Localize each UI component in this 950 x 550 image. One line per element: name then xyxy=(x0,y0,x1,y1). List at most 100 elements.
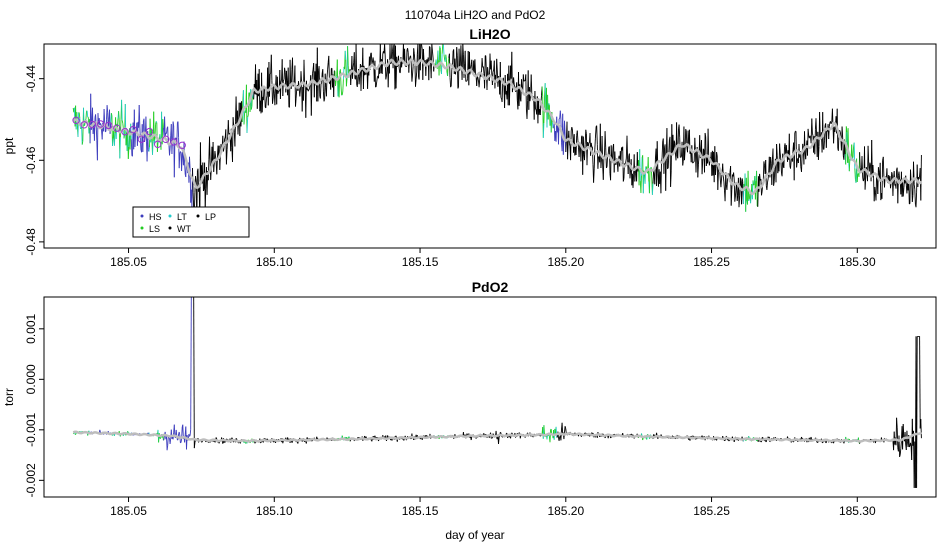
raw-segment xyxy=(352,62,355,68)
raw-segment xyxy=(594,138,596,150)
hs-markers xyxy=(72,116,186,150)
raw-segment xyxy=(209,136,211,161)
raw-segment xyxy=(908,445,911,448)
raw-segment xyxy=(99,429,101,433)
raw-segment xyxy=(113,132,116,146)
raw-segment xyxy=(450,85,452,88)
raw-segment xyxy=(507,436,509,439)
x-tick-label: 185.10 xyxy=(256,255,293,269)
raw-segment xyxy=(245,84,248,134)
raw-segment xyxy=(714,146,716,176)
raw-segment xyxy=(604,436,607,439)
hs-marker xyxy=(145,127,154,136)
raw-segment xyxy=(622,146,624,182)
raw-segment xyxy=(644,166,647,184)
raw-segment xyxy=(81,127,83,145)
raw-segment xyxy=(222,147,225,152)
raw-segment xyxy=(190,296,192,430)
raw-segment xyxy=(738,195,741,208)
raw-segment xyxy=(704,132,707,137)
raw-segment xyxy=(358,76,361,85)
raw-segment xyxy=(312,69,314,74)
raw-segment xyxy=(260,442,262,444)
raw-segment xyxy=(452,50,454,66)
raw-segment xyxy=(450,69,453,87)
raw-segment xyxy=(796,161,798,168)
raw-segment xyxy=(213,162,215,172)
raw-segment xyxy=(204,188,207,210)
raw-segment xyxy=(299,90,301,97)
panel-title: PdO2 xyxy=(472,279,509,295)
raw-segment xyxy=(591,146,594,165)
raw-segment xyxy=(872,164,875,179)
legend-symbol-ls xyxy=(140,226,144,230)
raw-segment xyxy=(349,439,352,442)
raw-segment xyxy=(138,104,141,126)
raw-segment xyxy=(345,78,348,87)
raw-segment xyxy=(624,162,627,165)
y-tick-label: 0.001 xyxy=(24,313,38,343)
raw-segment xyxy=(910,169,912,182)
raw-segment xyxy=(763,161,765,166)
hs-marker xyxy=(178,141,186,150)
raw-segment xyxy=(759,173,761,181)
raw-segment xyxy=(422,48,425,61)
legend: HS LS LT WT LP xyxy=(132,206,250,238)
raw-segment xyxy=(629,170,632,179)
raw-segment xyxy=(802,143,804,148)
raw-segment xyxy=(739,177,742,181)
raw-segment xyxy=(676,122,678,157)
raw-segment xyxy=(513,85,516,87)
raw-segment xyxy=(464,50,467,82)
raw-segment xyxy=(456,47,458,56)
raw-segment xyxy=(261,96,264,113)
raw-segment xyxy=(608,146,611,174)
raw-segment xyxy=(98,118,101,126)
raw-segment xyxy=(402,438,404,441)
raw-segment xyxy=(648,169,651,194)
raw-segment xyxy=(898,435,901,457)
raw-segment xyxy=(862,179,865,182)
raw-segment xyxy=(392,45,395,69)
raw-segment xyxy=(175,429,178,437)
raw-segment xyxy=(580,136,582,162)
x-axis-label: day of year xyxy=(445,528,504,542)
raw-segment xyxy=(157,141,159,143)
raw-segment xyxy=(724,439,727,441)
raw-segment xyxy=(319,83,322,99)
raw-segment xyxy=(77,112,80,138)
raw-segment xyxy=(651,183,654,195)
plot-frame xyxy=(43,43,937,249)
raw-segment xyxy=(339,69,342,86)
raw-segment xyxy=(181,151,183,172)
legend-symbol-lp xyxy=(196,214,200,218)
legend-label-lp: LP xyxy=(205,212,216,222)
raw-segment xyxy=(227,120,230,135)
smooth-series-line xyxy=(72,58,923,196)
raw-segment xyxy=(701,160,704,175)
raw-segment xyxy=(276,76,279,94)
raw-segment xyxy=(437,50,439,61)
raw-segment xyxy=(600,159,602,169)
raw-segment xyxy=(779,153,782,161)
raw-segment xyxy=(272,98,274,104)
raw-segment xyxy=(482,66,485,74)
raw-segment xyxy=(511,432,513,435)
raw-segment xyxy=(202,189,205,192)
raw-segment xyxy=(741,178,743,205)
legend-label-ls: LS xyxy=(149,224,160,234)
raw-segment xyxy=(442,44,445,55)
raw-segment xyxy=(685,129,687,131)
raw-segment xyxy=(180,439,183,443)
raw-segment xyxy=(189,156,191,169)
raw-segment xyxy=(415,72,418,80)
raw-segment xyxy=(910,442,912,446)
raw-segment xyxy=(465,80,467,82)
raw-segment xyxy=(110,113,112,124)
raw-segment xyxy=(723,181,725,191)
raw-segment xyxy=(411,75,413,82)
raw-segment xyxy=(650,167,653,179)
raw-segment xyxy=(269,73,271,97)
raw-segment xyxy=(795,131,798,168)
